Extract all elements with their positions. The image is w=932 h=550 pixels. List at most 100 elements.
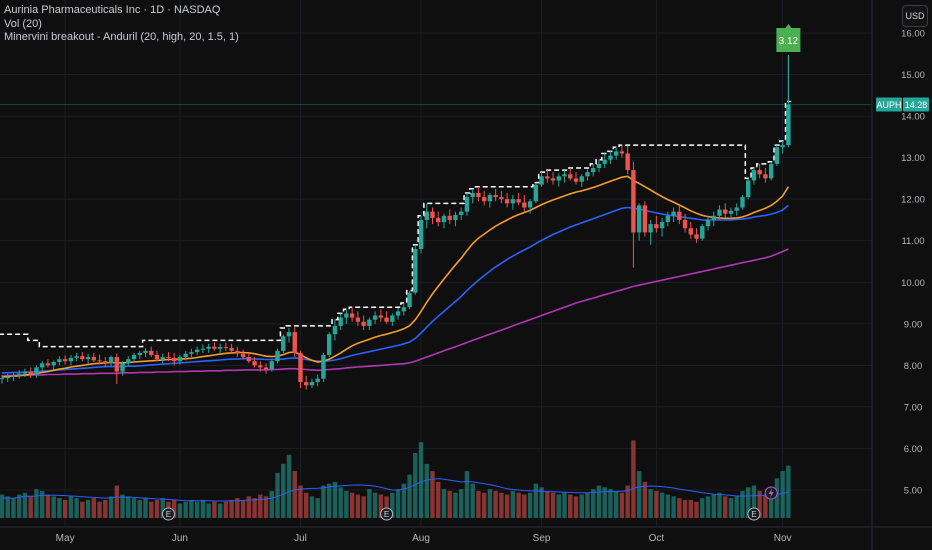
candle xyxy=(682,213,688,233)
candle xyxy=(149,346,154,358)
candle-body xyxy=(591,168,596,173)
volume-bar xyxy=(372,492,378,518)
candle xyxy=(740,195,745,210)
candle-body xyxy=(717,209,722,216)
candle-body xyxy=(665,215,671,223)
earnings-icon: E xyxy=(747,507,761,521)
candle xyxy=(562,170,567,183)
candle-body xyxy=(602,159,607,164)
volume-bar xyxy=(240,499,246,518)
volume-bar xyxy=(579,494,584,518)
candle xyxy=(108,355,114,367)
candle-body xyxy=(418,219,424,250)
volume-bar xyxy=(172,499,177,518)
volume-bar xyxy=(585,492,590,518)
candle-body xyxy=(516,199,521,203)
volume-bar xyxy=(223,501,229,518)
volume-bar xyxy=(137,499,142,518)
candle xyxy=(51,360,56,370)
symbol-label: AUPH xyxy=(876,100,901,110)
candle-body xyxy=(108,357,114,364)
candle-body xyxy=(510,199,516,204)
candle-body xyxy=(659,222,665,229)
symbol-title[interactable]: Aurinia Pharmaceuticals Inc · 1D · NASDA… xyxy=(4,4,221,16)
volume-bar xyxy=(763,494,768,518)
volume-bar xyxy=(28,496,33,518)
volume-bar xyxy=(562,492,567,518)
lightning-icon xyxy=(764,486,778,500)
volume-bar xyxy=(568,494,573,518)
candle-body xyxy=(275,350,280,362)
candle-body xyxy=(401,307,406,312)
volume-bar xyxy=(723,496,728,518)
candle-body xyxy=(470,192,475,198)
candle-body xyxy=(235,350,240,354)
volume-bar xyxy=(344,490,349,518)
volume-bar xyxy=(160,498,165,518)
candle xyxy=(550,172,556,185)
volume-bar xyxy=(326,483,332,518)
price-tick-label: 11.00 xyxy=(901,236,924,247)
svg-text:E: E xyxy=(384,510,389,519)
currency-button[interactable]: USD xyxy=(902,5,928,27)
volume-bar xyxy=(321,485,326,518)
candle-body xyxy=(160,357,165,360)
candle-body xyxy=(481,197,487,202)
candle xyxy=(166,352,171,362)
candle xyxy=(315,374,320,387)
candle-body xyxy=(263,367,269,370)
volume-bar xyxy=(504,494,510,518)
candle xyxy=(367,317,372,331)
candle xyxy=(34,365,39,378)
candle xyxy=(447,209,452,225)
candle xyxy=(476,186,481,202)
breakout-indicator-label[interactable]: Minervini breakout - Anduril (20, high, … xyxy=(4,31,239,43)
last-price-label: 14.28 xyxy=(905,100,928,110)
candle xyxy=(74,352,79,362)
volume-bar xyxy=(367,489,372,518)
volume-bar xyxy=(625,485,630,518)
candle xyxy=(22,368,28,377)
volume-bar xyxy=(57,498,62,518)
candle-body xyxy=(97,360,102,362)
volume-bar xyxy=(97,501,102,518)
earnings-icon: E xyxy=(161,507,175,521)
price-tick-label: 7.00 xyxy=(904,402,923,413)
candle-body xyxy=(120,363,125,372)
volume-bar xyxy=(126,496,131,518)
candle-body xyxy=(315,378,320,382)
candle-body xyxy=(751,170,757,181)
grid xyxy=(0,0,872,527)
candle-body xyxy=(625,153,630,171)
volume-indicator-label[interactable]: Vol (20) xyxy=(4,17,42,30)
candle-body xyxy=(114,357,119,372)
candle-body xyxy=(378,315,384,318)
candle-body xyxy=(223,347,229,349)
candle-body xyxy=(763,174,768,179)
candle-body xyxy=(103,361,108,364)
volume-bar xyxy=(45,494,51,518)
candle xyxy=(177,354,183,365)
candle-body xyxy=(34,367,39,375)
volume-bar xyxy=(200,499,206,518)
volume-bar xyxy=(11,498,16,518)
candle-body xyxy=(694,234,699,239)
time-tick-label: Oct xyxy=(649,533,665,544)
candle xyxy=(217,343,223,353)
volume-bar xyxy=(539,487,544,518)
candle-body xyxy=(527,201,533,208)
signal-marker xyxy=(776,24,801,52)
volume-bar xyxy=(728,498,734,518)
candle xyxy=(407,290,412,310)
candle-body xyxy=(682,219,688,229)
chart-legend: Aurinia Pharmaceuticals Inc · 1D · NASDA… xyxy=(4,4,239,45)
candle-body xyxy=(723,209,728,214)
volume-bar xyxy=(143,498,148,518)
candle-body xyxy=(286,332,292,337)
candle-body xyxy=(631,170,636,233)
ma-mid-line xyxy=(2,204,789,374)
candle xyxy=(384,311,389,324)
ma-slow-line xyxy=(2,248,789,377)
